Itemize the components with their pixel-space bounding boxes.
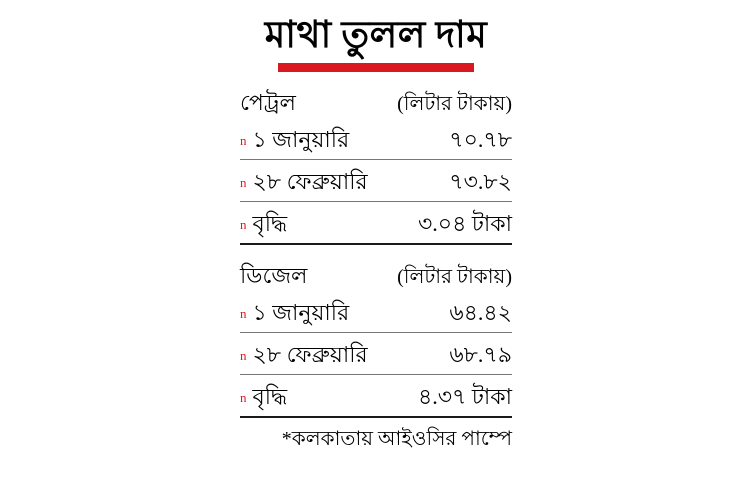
square-bullet-icon: n: [240, 217, 247, 232]
section-header-petrol: পেট্রল (লিটার টাকায়): [240, 89, 512, 118]
row-value: ৪.৩৭ টাকা: [417, 384, 512, 409]
row-value: ৭০.৭৮: [449, 127, 512, 152]
square-bullet-icon: n: [240, 390, 247, 405]
table-row: n ১ জানুয়ারি ৬৪.৪২: [240, 291, 512, 333]
title-underline-bar: [278, 63, 474, 72]
square-bullet-icon: n: [240, 175, 247, 190]
page-title: মাথা তুলল দাম: [264, 15, 488, 56]
table-row: n ২৮ ফেব্রুয়ারি ৭৩.৮২: [240, 160, 512, 202]
row-value: ৩.০৪ টাকা: [417, 211, 512, 236]
table-row: n ১ জানুয়ারি ৭০.৭৮: [240, 118, 512, 160]
table-row: n বৃদ্ধি ৩.০৪ টাকা: [240, 202, 512, 245]
row-label: ১ জানুয়ারি: [252, 300, 350, 325]
section-unit: (লিটার টাকায়): [397, 93, 512, 115]
table-row: n ২৮ ফেব্রুয়ারি ৬৮.৭৯: [240, 333, 512, 375]
square-bullet-icon: n: [240, 306, 247, 321]
row-label: ২৮ ফেব্রুয়ারি: [252, 169, 368, 194]
square-bullet-icon: n: [240, 133, 247, 148]
row-label: বৃদ্ধি: [252, 384, 288, 409]
row-value: ৬৮.৭৯: [449, 342, 512, 367]
table-row: n বৃদ্ধি ৪.৩৭ টাকা: [240, 375, 512, 418]
row-label: ১ জানুয়ারি: [252, 127, 350, 152]
section-header-diesel: ডিজেল (লিটার টাকায়): [240, 262, 512, 291]
section-name: ডিজেল: [240, 263, 308, 288]
row-value: ৬৪.৪২: [449, 300, 512, 325]
row-value: ৭৩.৮২: [449, 169, 512, 194]
section-name: পেট্রল: [240, 90, 296, 115]
section-unit: (লিটার টাকায়): [397, 266, 512, 288]
fuel-price-infographic: মাথা তুলল দাম পেট্রল (লিটার টাকায়) n ১ …: [240, 10, 512, 452]
row-label: বৃদ্ধি: [252, 211, 288, 236]
footnote: *কলকাতায় আইওসির পাম্পে: [281, 428, 512, 450]
square-bullet-icon: n: [240, 348, 247, 363]
row-label: ২৮ ফেব্রুয়ারি: [252, 342, 368, 367]
